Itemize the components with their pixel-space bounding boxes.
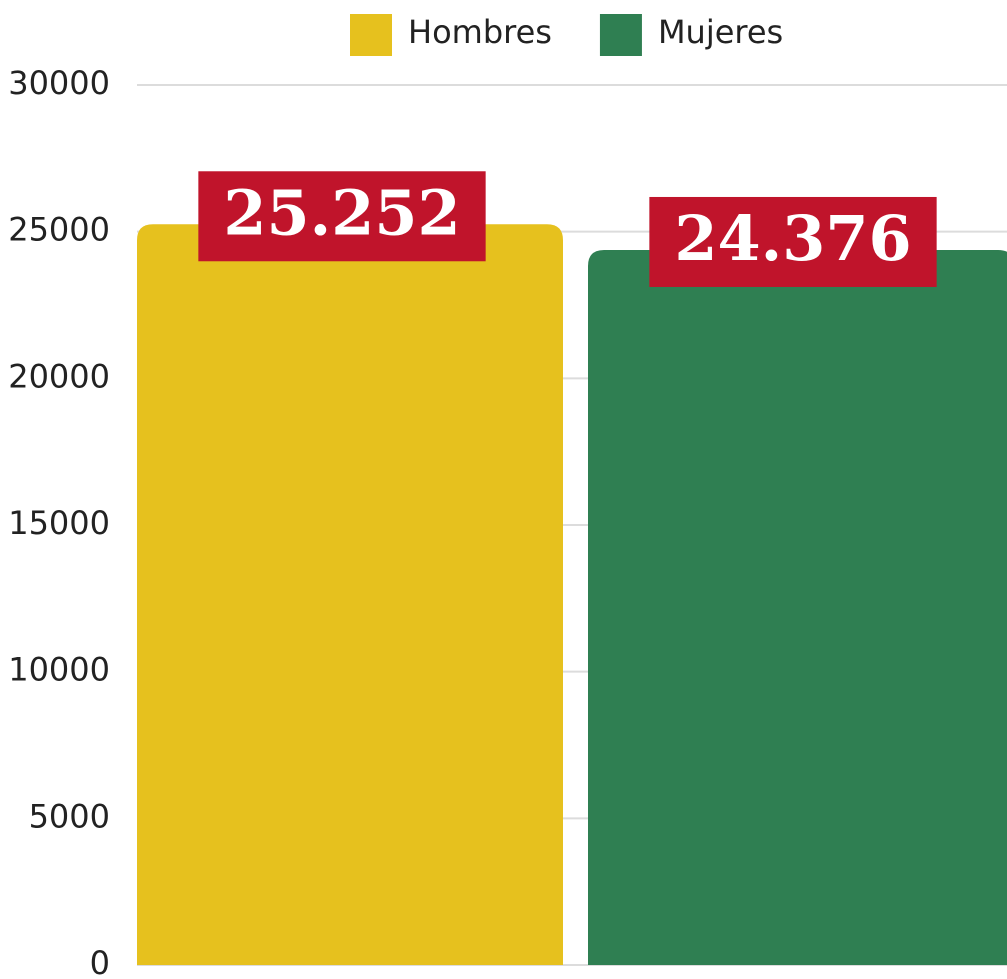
value-label-box [198,171,486,262]
y-tick-label: 20000 [8,357,110,395]
legend-swatch [599,14,642,56]
y-tick-label: 30000 [8,64,110,102]
legend-label: Hombres [408,13,552,51]
bar [137,224,563,966]
y-tick-label: 25000 [8,211,110,249]
value-label: 25.252 [223,176,460,249]
y-tick-label: 5000 [29,797,110,835]
y-tick-label: 15000 [8,504,110,542]
value-label-box [649,196,937,287]
legend-label: Mujeres [658,13,783,51]
value-label: 24.376 [674,202,911,275]
y-tick-label: 0 [90,944,110,979]
y-tick-label: 10000 [8,651,110,689]
legend-swatch [350,14,392,56]
bar [588,249,1007,965]
